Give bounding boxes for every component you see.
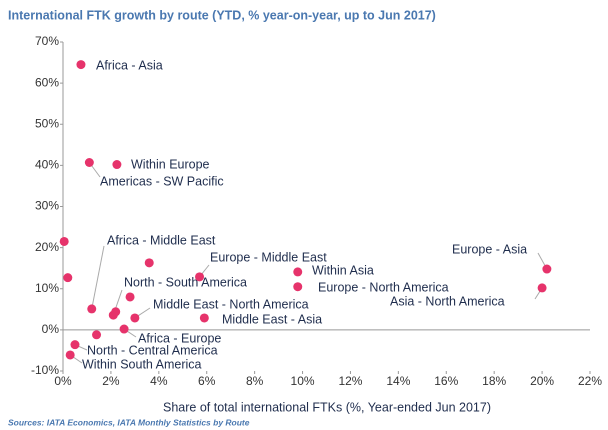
point-label: Americas - SW Pacific bbox=[100, 174, 224, 188]
x-tick-label: 22% bbox=[578, 374, 602, 388]
point-label: Within South America bbox=[82, 357, 202, 371]
x-tick-label: 18% bbox=[482, 374, 506, 388]
point-label: Europe - Asia bbox=[452, 242, 527, 256]
x-tick-label: 0% bbox=[54, 374, 72, 388]
point bbox=[84, 157, 94, 167]
point bbox=[119, 324, 129, 334]
point bbox=[87, 304, 97, 314]
point-label: Africa - Middle East bbox=[107, 233, 216, 247]
y-tick-label: 70% bbox=[35, 34, 59, 48]
y-tick-label: 60% bbox=[35, 75, 59, 89]
y-tick-label: 10% bbox=[35, 281, 59, 295]
x-tick-label: 14% bbox=[386, 374, 410, 388]
source: Sources: IATA Economics, IATA Monthly St… bbox=[8, 417, 250, 427]
point bbox=[125, 292, 135, 302]
point-label: Middle East - Asia bbox=[222, 312, 322, 326]
point bbox=[92, 330, 102, 340]
point-label: Asia - North America bbox=[390, 294, 505, 308]
x-tick-label: 4% bbox=[150, 374, 168, 388]
point-label: Africa - Europe bbox=[138, 331, 221, 345]
x-tick-label: 20% bbox=[530, 374, 554, 388]
x-axis-label: Share of total international FTKs (%, Ye… bbox=[163, 400, 491, 414]
point bbox=[76, 60, 86, 70]
x-tick-label: 6% bbox=[198, 374, 216, 388]
y-tick-label: 40% bbox=[35, 158, 59, 172]
x-tick-label: 10% bbox=[291, 374, 315, 388]
chart-title: International FTK growth by route (YTD, … bbox=[8, 8, 436, 22]
point bbox=[195, 272, 205, 282]
point bbox=[111, 307, 121, 317]
point-label: Within Europe bbox=[131, 157, 210, 171]
point bbox=[542, 264, 552, 274]
y-tick-label: 50% bbox=[35, 116, 59, 130]
point bbox=[63, 273, 73, 283]
point bbox=[65, 350, 75, 360]
point bbox=[59, 236, 69, 246]
point-label: North - South America bbox=[124, 275, 247, 289]
point bbox=[144, 258, 154, 268]
point-label: Within Asia bbox=[312, 263, 374, 277]
point bbox=[293, 267, 303, 277]
point bbox=[112, 160, 122, 170]
point bbox=[199, 313, 209, 323]
point-label: Middle East - North America bbox=[153, 297, 309, 311]
point-label: Africa - Asia bbox=[96, 58, 163, 72]
x-tick-label: 8% bbox=[246, 374, 264, 388]
y-tick-label: 20% bbox=[35, 240, 59, 254]
point-label: North - Central America bbox=[87, 343, 218, 357]
x-tick-label: 16% bbox=[434, 374, 458, 388]
x-tick-label: 12% bbox=[338, 374, 362, 388]
point bbox=[293, 282, 303, 292]
x-tick-label: 2% bbox=[102, 374, 120, 388]
y-tick-label: -10% bbox=[31, 363, 59, 377]
point bbox=[70, 340, 80, 350]
leader-line bbox=[91, 245, 105, 309]
point-label: Europe - North America bbox=[318, 280, 449, 294]
y-tick-label: 0% bbox=[42, 322, 60, 336]
point-label: Europe - Middle East bbox=[210, 250, 327, 264]
point bbox=[130, 313, 140, 323]
y-tick-label: 30% bbox=[35, 199, 59, 213]
point bbox=[537, 283, 547, 293]
